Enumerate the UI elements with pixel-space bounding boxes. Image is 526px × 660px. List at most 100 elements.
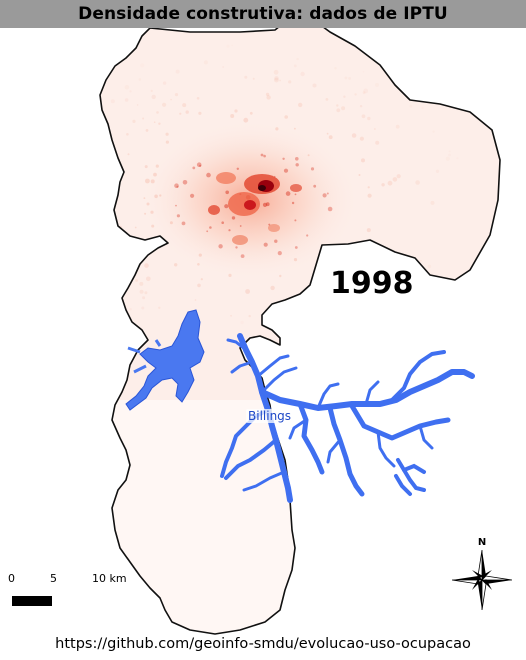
density-speck <box>268 223 271 226</box>
density-speck <box>150 210 154 214</box>
density-speck <box>119 288 123 291</box>
density-speck <box>306 234 309 237</box>
density-speck <box>435 169 440 173</box>
density-speck <box>363 304 366 306</box>
density-speck <box>293 64 297 68</box>
density-speck <box>361 114 366 119</box>
density-speck <box>155 164 159 168</box>
density-speck <box>359 136 364 141</box>
density-speck <box>101 261 105 266</box>
density-speck <box>296 57 299 61</box>
density-speck <box>197 283 201 288</box>
density-speck <box>153 172 157 177</box>
density-speck <box>100 155 104 160</box>
density-speck <box>236 167 239 170</box>
density-speck <box>165 140 169 144</box>
density-speck <box>240 320 244 325</box>
density-speck <box>298 317 301 320</box>
title-bar: Densidade construtiva: dados de IPTU <box>0 0 526 28</box>
density-speck <box>162 81 167 85</box>
density-speck <box>277 251 282 256</box>
density-speck <box>274 239 278 243</box>
density-speck <box>110 99 115 104</box>
density-speck <box>139 289 144 294</box>
density-speck <box>182 103 187 108</box>
density-speck <box>275 127 279 131</box>
density-speck <box>363 309 368 314</box>
density-speck <box>200 278 203 281</box>
density-speck <box>206 172 211 178</box>
density-speck <box>295 157 299 161</box>
density-speck <box>221 221 224 224</box>
density-speck <box>231 216 236 220</box>
density-speck <box>300 71 305 77</box>
density-speck <box>249 111 253 115</box>
density-speck <box>427 264 432 269</box>
density-speck <box>327 206 333 212</box>
density-speck <box>448 150 451 153</box>
density-speck <box>430 200 435 205</box>
density-speck <box>361 158 365 163</box>
scale-tick-5: 5 <box>50 572 57 585</box>
density-speck <box>100 301 102 305</box>
density-speck <box>239 225 242 227</box>
density-speck <box>270 285 275 291</box>
density-speck <box>151 94 156 100</box>
density-speck <box>260 153 264 157</box>
guarapiranga-reservoir <box>125 309 205 411</box>
density-speck <box>134 226 137 229</box>
density-speck <box>129 308 132 311</box>
density-speck <box>266 95 271 100</box>
density-speck <box>361 318 364 321</box>
density-speck <box>198 253 202 257</box>
density-speck <box>244 75 248 79</box>
density-speck <box>366 228 371 233</box>
density-speck <box>311 323 316 328</box>
billings-label: Billings <box>246 409 294 423</box>
density-speck <box>291 201 295 205</box>
density-speck <box>337 249 342 254</box>
density-speck <box>176 185 179 188</box>
density-speck <box>341 106 346 111</box>
city-outline <box>99 28 501 635</box>
density-speck <box>109 269 114 274</box>
density-speck <box>218 244 223 249</box>
density-speck <box>100 280 102 285</box>
density-speck <box>243 117 249 123</box>
density-speck <box>328 135 333 140</box>
density-speck <box>226 45 229 48</box>
density-speck <box>358 174 361 176</box>
density-speck <box>144 263 149 268</box>
density-speck <box>126 133 129 136</box>
density-speck <box>146 276 151 282</box>
density-speck <box>336 108 341 113</box>
density-speck <box>374 128 376 130</box>
density-speck <box>263 242 268 247</box>
density-speck <box>175 69 180 74</box>
density-speck <box>351 133 357 138</box>
density-speck <box>375 82 379 87</box>
density-speck <box>265 92 270 97</box>
density-speck <box>252 77 255 80</box>
density-speck <box>432 130 435 133</box>
density-speck <box>158 122 161 125</box>
density-speck <box>179 112 182 115</box>
density-speck <box>294 219 297 222</box>
density-speck <box>326 132 329 135</box>
density-speck <box>381 183 385 187</box>
billings-reservoir <box>220 333 475 503</box>
density-speck <box>196 97 200 100</box>
density-speck <box>127 153 130 156</box>
density-speck <box>125 251 128 254</box>
density-speck <box>285 191 291 196</box>
density-speck <box>209 226 212 229</box>
density-speck <box>146 202 150 206</box>
density-speck <box>174 93 179 97</box>
density-speck <box>387 180 393 186</box>
density-speck <box>362 70 365 73</box>
density-speck <box>142 296 146 300</box>
density-speck <box>151 224 155 228</box>
density-speck <box>456 157 459 160</box>
density-speck <box>392 177 398 182</box>
density-speck <box>288 80 292 84</box>
